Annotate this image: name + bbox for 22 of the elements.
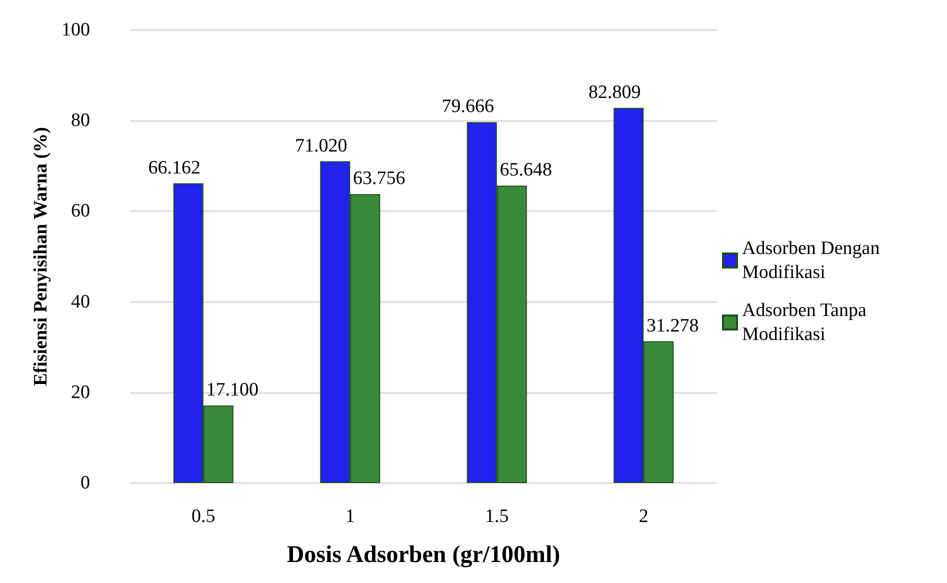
x-axis-title: Dosis Adsorben (gr/100ml) [286, 542, 560, 568]
data-label: 63.756 [353, 168, 406, 190]
y-tick-label: 60 [71, 200, 90, 222]
data-label: 31.278 [646, 315, 699, 336]
x-tick-label: 1.5 [485, 506, 509, 527]
legend-label: Adsorben Dengan Modifikasi [742, 238, 884, 283]
y-tick-label: 80 [71, 110, 90, 132]
x-tick-label: 2 [638, 506, 648, 527]
data-label: 65.648 [500, 160, 552, 181]
y-tick-label: 40 [71, 291, 90, 312]
x-tick-label: 0.5 [192, 506, 216, 527]
legend-label: Adsorben Tanpa Modifikasi [742, 300, 872, 345]
y-tick-label: 20 [71, 382, 90, 403]
data-label: 82.809 [588, 82, 641, 103]
y-tick-label: 100 [62, 20, 90, 40]
data-label: 66.162 [148, 157, 200, 178]
x-tick-label: 1 [345, 506, 355, 527]
data-label: 79.666 [442, 96, 494, 118]
data-label: 71.020 [295, 135, 348, 156]
y-axis-title: Efisiensi Penyisihan Warna (%) [30, 127, 52, 386]
y-tick-label: 0 [80, 472, 90, 494]
data-label: 17.100 [206, 380, 258, 401]
